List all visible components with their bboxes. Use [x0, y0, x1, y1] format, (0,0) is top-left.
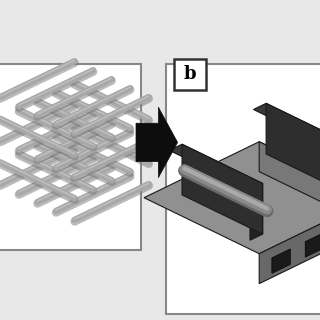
Polygon shape	[169, 144, 263, 189]
Polygon shape	[136, 107, 178, 178]
Polygon shape	[272, 249, 290, 273]
Polygon shape	[250, 183, 263, 240]
Polygon shape	[182, 144, 263, 234]
Bar	[166, 64, 320, 314]
Polygon shape	[253, 103, 320, 149]
Bar	[174, 59, 206, 90]
Polygon shape	[266, 103, 320, 193]
Polygon shape	[259, 142, 320, 228]
Text: b: b	[184, 65, 197, 84]
Polygon shape	[259, 198, 320, 284]
Polygon shape	[144, 142, 320, 254]
Polygon shape	[305, 233, 320, 257]
Bar	[0, 64, 141, 250]
